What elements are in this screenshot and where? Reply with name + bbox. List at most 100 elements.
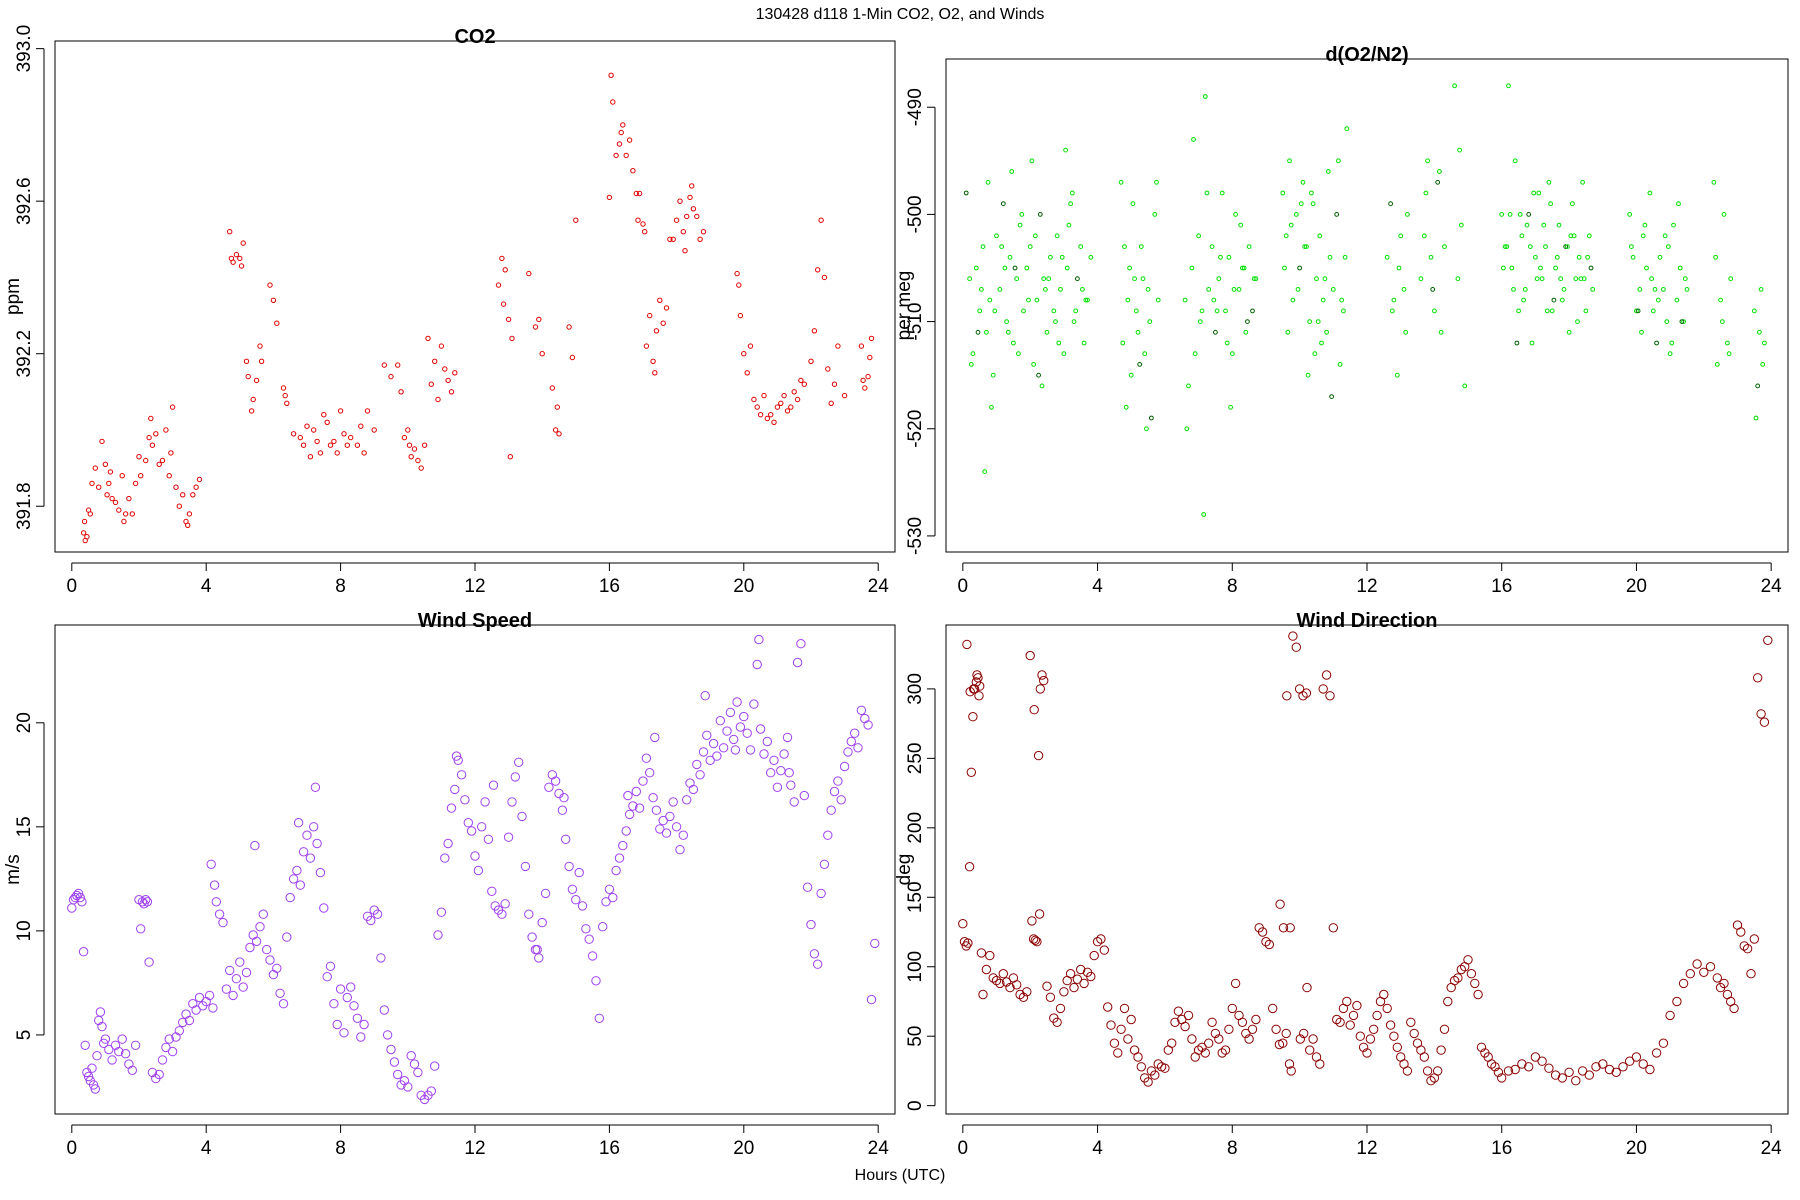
o2-point bbox=[1073, 308, 1079, 314]
o2-point bbox=[999, 244, 1004, 250]
co2-point bbox=[405, 427, 411, 433]
o2-point bbox=[1527, 244, 1533, 250]
wind_speed-point bbox=[712, 751, 722, 761]
co2-point bbox=[811, 328, 818, 334]
wind_speed-point bbox=[359, 1019, 369, 1030]
wind_speed-point bbox=[598, 922, 608, 932]
wind_speed-point bbox=[708, 738, 719, 749]
o2-point bbox=[1144, 426, 1149, 432]
o2-point bbox=[1066, 222, 1072, 228]
wind_direction-point bbox=[1305, 1045, 1315, 1055]
wind_speed-point bbox=[436, 907, 447, 917]
co2-point bbox=[636, 190, 643, 197]
wind_speed-y-tick-label: 10 bbox=[14, 920, 35, 941]
wind_direction-point bbox=[1749, 934, 1760, 944]
co2-point bbox=[502, 267, 508, 273]
wind_speed-point bbox=[298, 847, 309, 857]
o2-point bbox=[1438, 329, 1444, 335]
wind_speed-point bbox=[487, 886, 497, 896]
co2-point bbox=[620, 122, 626, 128]
wind_direction-point bbox=[1167, 1038, 1177, 1048]
o2-point bbox=[1629, 244, 1634, 250]
wind_speed-point bbox=[503, 832, 514, 842]
o2-point bbox=[1044, 329, 1050, 335]
co2-point bbox=[690, 206, 697, 212]
o2-point bbox=[1251, 276, 1257, 282]
o2-point bbox=[1285, 329, 1291, 335]
o2-point bbox=[1054, 233, 1060, 239]
co2-point bbox=[635, 217, 641, 223]
wind_direction-point bbox=[1281, 1028, 1291, 1039]
wind_speed-point bbox=[293, 818, 304, 828]
wind_direction-point bbox=[966, 767, 976, 777]
wind_speed-point bbox=[628, 801, 638, 811]
o2-point bbox=[1558, 276, 1564, 282]
wind_direction-point bbox=[1116, 1024, 1126, 1035]
wind_speed-point bbox=[789, 797, 799, 807]
wind_speed-point bbox=[157, 1055, 168, 1065]
co2-point bbox=[337, 408, 344, 414]
o2-point bbox=[1231, 287, 1237, 292]
co2-point bbox=[549, 385, 555, 391]
wind_direction-point bbox=[963, 938, 973, 948]
o2-point bbox=[1063, 147, 1068, 153]
co2-point bbox=[250, 396, 256, 403]
wind_direction-point bbox=[1419, 1052, 1430, 1062]
co2-point bbox=[687, 194, 693, 201]
o2-x-tick-label: 8 bbox=[1227, 576, 1238, 597]
wind_speed-point bbox=[769, 755, 779, 765]
wind_speed-point bbox=[141, 895, 151, 905]
wind_speed-point bbox=[700, 691, 710, 701]
co2-point bbox=[652, 370, 658, 376]
co2-point bbox=[148, 415, 154, 422]
wind_direction-point bbox=[1037, 670, 1047, 680]
wind_direction-point bbox=[1497, 1073, 1507, 1083]
wind_direction-point bbox=[991, 975, 1002, 986]
wind_speed-point bbox=[514, 757, 524, 767]
co2-point bbox=[186, 511, 193, 517]
wind_speed-point bbox=[262, 944, 272, 955]
co2-point bbox=[331, 438, 337, 445]
wind_speed-point bbox=[507, 797, 517, 807]
wind_speed-point bbox=[611, 865, 621, 876]
wind_speed-point bbox=[285, 892, 295, 903]
co2-point bbox=[334, 450, 340, 456]
wind_speed-point bbox=[154, 1069, 164, 1080]
wind_speed-point bbox=[614, 853, 625, 863]
wind_speed-point bbox=[759, 749, 769, 759]
wind_direction-point bbox=[1719, 978, 1729, 989]
o2-point bbox=[1064, 265, 1070, 271]
co2-point bbox=[321, 412, 327, 418]
wind_direction-point bbox=[1113, 1048, 1123, 1058]
o2-point bbox=[970, 351, 976, 357]
wind_direction-point bbox=[1204, 1038, 1214, 1048]
wind_direction-point bbox=[1759, 717, 1770, 727]
o2-point bbox=[1243, 329, 1249, 335]
co2-point bbox=[240, 240, 246, 246]
wind_direction-point bbox=[1365, 1034, 1376, 1044]
co2-point bbox=[680, 229, 686, 235]
wind_speed-point bbox=[722, 726, 732, 736]
o2-point bbox=[1396, 265, 1402, 271]
o2-point bbox=[1681, 319, 1686, 325]
o2-point bbox=[1078, 244, 1084, 250]
o2-point bbox=[1657, 254, 1663, 260]
o2-point bbox=[1553, 265, 1558, 271]
wind_direction-point bbox=[1089, 950, 1099, 961]
o2-point bbox=[1155, 297, 1161, 303]
co2-point bbox=[267, 282, 273, 288]
co2-point bbox=[418, 465, 424, 471]
wind_speed-x-tick-label: 24 bbox=[868, 1138, 890, 1159]
co2-point bbox=[623, 152, 629, 159]
o2-point bbox=[1521, 297, 1526, 303]
wind_speed-x-tick-label: 16 bbox=[599, 1138, 620, 1159]
wind_direction-point bbox=[1033, 750, 1044, 761]
wind_direction-point bbox=[1227, 1003, 1238, 1014]
wind_direction-point bbox=[1490, 1062, 1500, 1072]
o2-point bbox=[1012, 265, 1018, 271]
o2-point bbox=[1034, 297, 1040, 303]
wind_direction-point bbox=[1015, 989, 1025, 1000]
co2-point bbox=[102, 461, 109, 467]
wind_speed-point bbox=[776, 766, 786, 776]
